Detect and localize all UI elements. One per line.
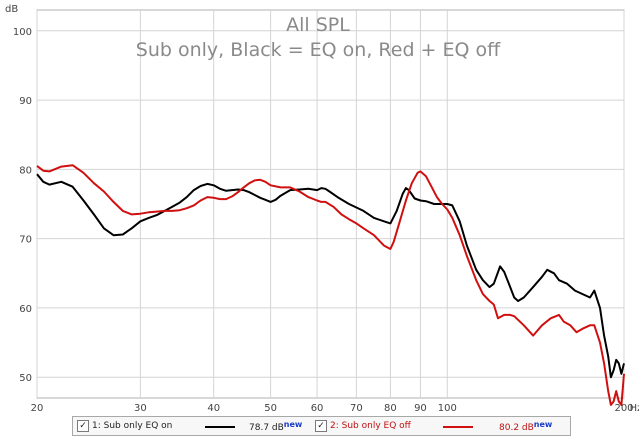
legend-value-eq-off: 80.2 dBnew — [499, 420, 552, 433]
legend-label-eq-off: 2: Sub only EQ off — [330, 421, 411, 431]
legend-item-eq-on[interactable]: ✓ 1: Sub only EQ on — [77, 419, 172, 433]
legend-badge-eq-off: new — [533, 420, 553, 429]
legend-swatch-eq-on — [205, 426, 235, 428]
chart-subtitle: Sub only, Black = EQ on, Red + EQ off — [136, 39, 501, 61]
y-axis-label: dB — [5, 4, 18, 15]
x-tick-label: 50 — [264, 403, 277, 414]
y-tick-label: 50 — [19, 373, 32, 384]
y-tick-label: 100 — [13, 27, 32, 38]
y-tick-label: 60 — [19, 304, 32, 315]
x-axis-label: Hz — [630, 403, 639, 414]
y-tick-label: 70 — [19, 235, 32, 246]
x-tick-label: 80 — [384, 403, 397, 414]
legend-value-text-eq-on: 78.7 dB — [249, 423, 284, 433]
legend-item-eq-off[interactable]: ✓ 2: Sub only EQ off — [315, 419, 411, 433]
legend-label-eq-on: 1: Sub only EQ on — [92, 421, 173, 431]
x-tick-label: 40 — [207, 403, 220, 414]
x-tick-label: 20 — [31, 403, 44, 414]
series-line-2 — [36, 164, 625, 406]
legend: ✓ 1: Sub only EQ on 78.7 dBnew ✓ 2: Sub … — [72, 416, 571, 436]
legend-value-eq-on: 78.7 dBnew — [249, 420, 302, 433]
x-tick-label: 70 — [350, 403, 363, 414]
legend-checkbox-eq-on[interactable]: ✓ — [77, 420, 89, 432]
x-tick-label: 100 — [438, 403, 457, 414]
y-tick-label: 90 — [19, 96, 32, 107]
legend-badge-eq-on: new — [283, 420, 303, 429]
legend-checkbox-eq-off[interactable]: ✓ — [315, 420, 327, 432]
legend-swatch-eq-off — [443, 426, 473, 428]
chart-title: All SPL — [286, 14, 350, 36]
x-tick-label: 60 — [311, 403, 324, 414]
x-tick-label: 30 — [134, 403, 147, 414]
x-tick-label: 90 — [414, 403, 427, 414]
y-tick-label: 80 — [19, 165, 32, 176]
x-tick-label: 200 — [614, 403, 633, 414]
legend-value-text-eq-off: 80.2 dB — [499, 423, 534, 433]
series-line-1 — [36, 173, 625, 379]
